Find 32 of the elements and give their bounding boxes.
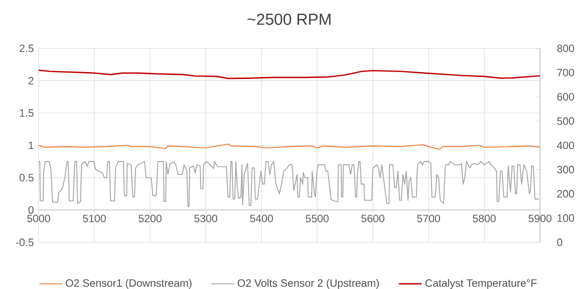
legend-label: Catalyst Temperature°F (425, 278, 537, 289)
y2-tick-label: 100 (558, 214, 574, 222)
line-series (38, 69, 540, 80)
y2-tick-label: 700 (557, 68, 574, 76)
legend-label: O2 Volts Sensor 2 (Upstream) (238, 278, 379, 289)
y-tick-label: 2 (28, 76, 34, 84)
chart-title: ~2500 RPM (248, 14, 330, 25)
y2-tick-label: 500 (557, 117, 574, 125)
x-tick-label: 5400 (250, 214, 273, 222)
y2-tick-label: 400 (556, 142, 574, 150)
x-tick-label: 5900 (528, 214, 552, 222)
x-tick-label: 5800 (472, 214, 496, 222)
y-tick-label: 1 (28, 142, 34, 150)
legend-label: O2 Sensor1 (Downstream) (66, 278, 192, 289)
y-tick-label: 0 (28, 206, 34, 214)
y-tick-label: 1.5 (20, 109, 34, 117)
y2-tick-label: 0 (557, 238, 562, 246)
y2-tick-label: 200 (557, 190, 574, 198)
y2-tick-label: 600 (557, 93, 574, 101)
x-tick-label: 5100 (82, 214, 106, 222)
x-tick-label: 5700 (417, 214, 440, 222)
x-tick-label: 5200 (138, 214, 162, 222)
y-tick-label: -0.5 (16, 238, 34, 246)
x-tick-label: 5300 (194, 214, 218, 222)
x-tick-label: 5500 (306, 214, 329, 222)
y2-tick-label: 300 (557, 166, 574, 174)
x-tick-label: 5600 (361, 214, 384, 222)
x-tick-label: 5000 (27, 214, 50, 222)
line-series (38, 161, 540, 208)
y2-tick-label: 800 (557, 44, 574, 52)
y-tick-label: 2.5 (20, 44, 34, 52)
y-tick-label: 0.5 (20, 174, 34, 182)
